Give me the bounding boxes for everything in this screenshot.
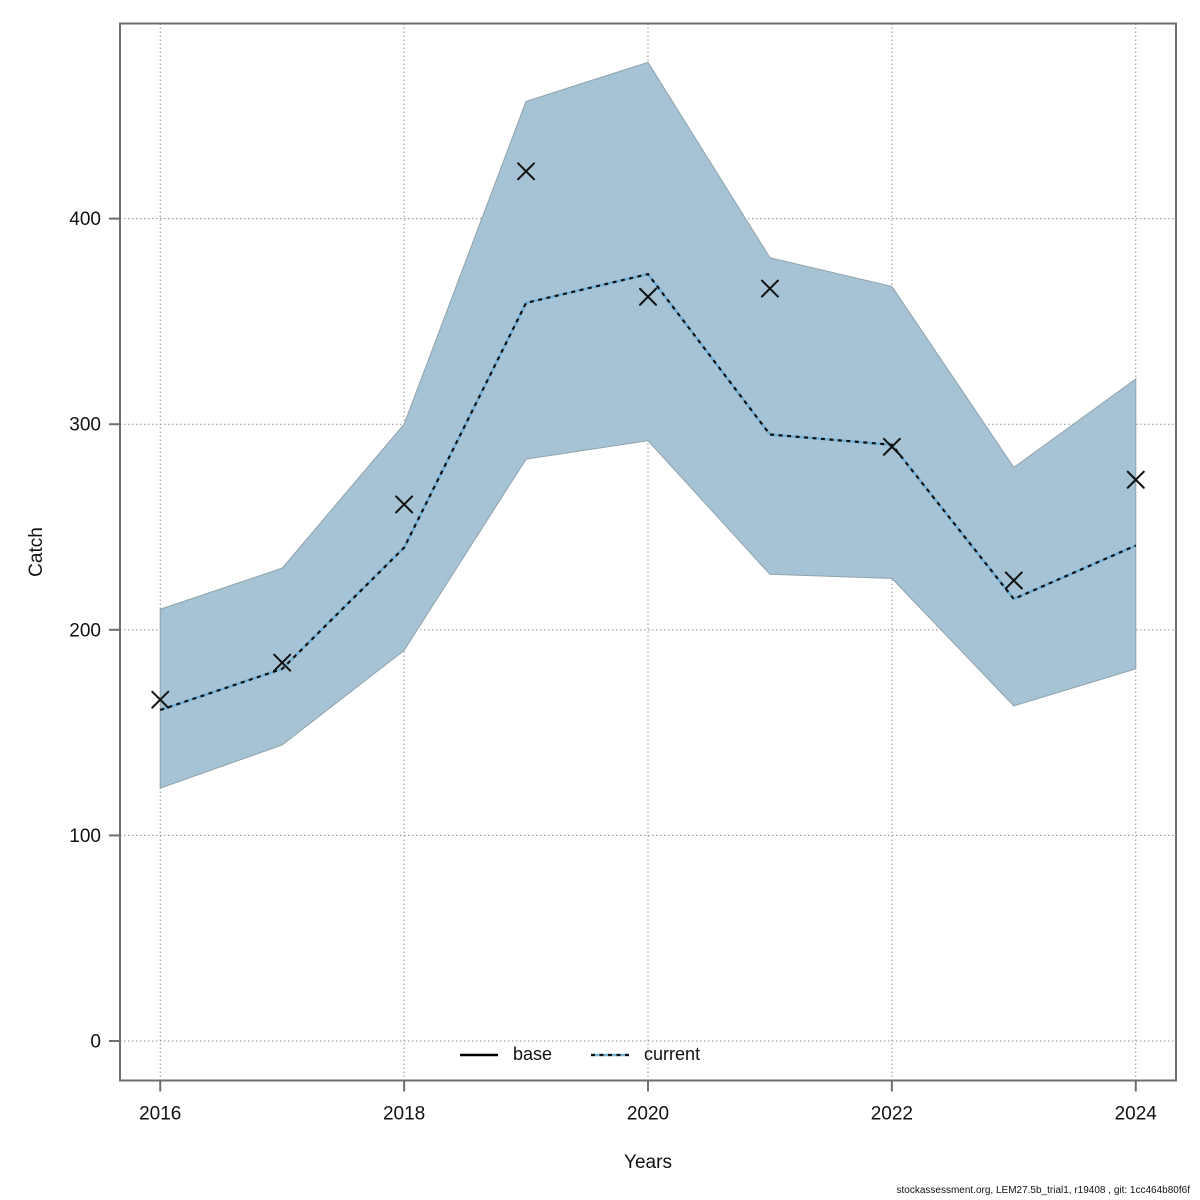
x-axis-title: Years [624,1152,672,1173]
x-marker [760,279,779,298]
current-line-swatch [591,1053,630,1056]
y-tick-label: 300 [69,415,101,436]
y-tick-label: 0 [90,1032,101,1053]
y-axis-title: Catch [26,527,47,577]
legend-label-current: current [644,1044,701,1064]
x-marker [1126,470,1145,489]
x-marker [639,287,657,306]
x-tick-label: 2022 [871,1104,913,1125]
y-tick-label: 400 [69,209,101,230]
y-tick-label: 200 [69,620,101,641]
y-tick-label: 100 [69,826,101,847]
legend-item-current: current [590,1044,700,1065]
x-tick-label: 2016 [139,1104,181,1125]
x-marker [273,653,292,672]
legend-label-base: base [513,1044,553,1064]
confidence-band [159,61,1137,789]
x-marker [882,437,901,456]
axis-ticks: 0 100 200 300 400 2016 2018 2020 2022 2024 [69,209,1157,1124]
base-line-swatch [460,1053,498,1056]
current-line [159,272,1137,712]
x-tick-label: 2020 [627,1104,669,1125]
x-marker [517,162,536,181]
x-marker [151,690,170,709]
x-tick-label: 2024 [1115,1104,1158,1125]
x-marker [395,495,414,514]
legend-item-base: base [459,1044,552,1065]
chart-legend: base current [459,1044,700,1065]
run-info-footer: stockassessment.org, LEM27.5b_trial1, r1… [896,1185,1190,1196]
x-marker [1004,571,1023,590]
x-tick-label: 2018 [383,1104,425,1125]
observation-markers [151,162,1145,709]
